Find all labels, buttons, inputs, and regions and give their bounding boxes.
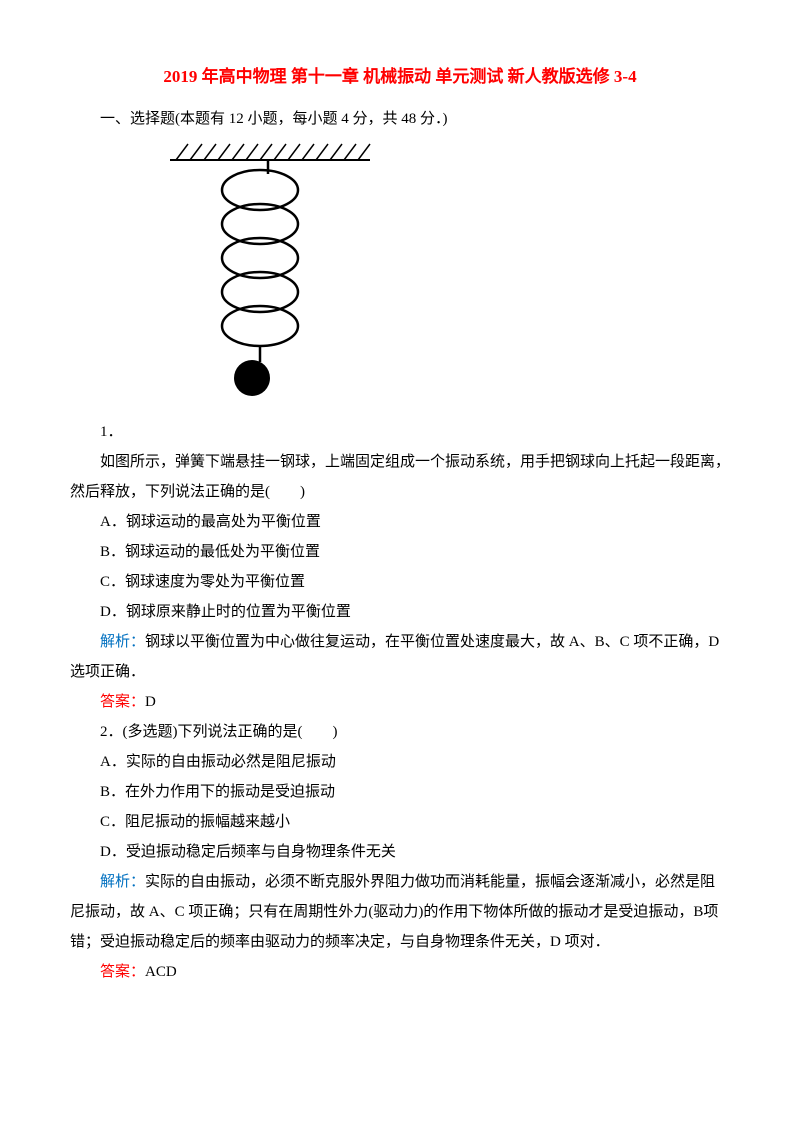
page: 2019 年高中物理 第十一章 机械振动 单元测试 新人教版选修 3-4 一、选… — [0, 0, 800, 1027]
answer-label: 答案： — [100, 964, 145, 980]
q1-number: 1． — [70, 417, 730, 447]
q2-analysis: 解析：实际的自由振动，必须不断克服外界阻力做功而消耗能量，振幅会逐渐减小，必然是… — [70, 867, 730, 957]
analysis-label: 解析： — [100, 634, 145, 650]
analysis-label: 解析： — [100, 874, 145, 890]
q1-answer: 答案：D — [70, 687, 730, 717]
answer-label: 答案： — [100, 694, 145, 710]
q1-option-d: D．钢球原来静止时的位置为平衡位置 — [70, 597, 730, 627]
q1-option-b: B．钢球运动的最低处为平衡位置 — [70, 537, 730, 567]
q1-option-a: A．钢球运动的最高处为平衡位置 — [70, 507, 730, 537]
q1-analysis: 解析：钢球以平衡位置为中心做往复运动，在平衡位置处速度最大，故 A、B、C 项不… — [70, 627, 730, 687]
q2-answer: 答案：ACD — [70, 957, 730, 987]
q2-stem: 2．(多选题)下列说法正确的是( ) — [70, 717, 730, 747]
q2-option-d: D．受迫振动稳定后频率与自身物理条件无关 — [70, 837, 730, 867]
q2-answer-text: ACD — [145, 964, 177, 980]
q2-option-c: C．阻尼振动的振幅越来越小 — [70, 807, 730, 837]
spring-ball-svg — [160, 140, 380, 400]
q1-answer-text: D — [145, 694, 156, 710]
q1-option-c: C．钢球速度为零处为平衡位置 — [70, 567, 730, 597]
q1-analysis-text: 钢球以平衡位置为中心做往复运动，在平衡位置处速度最大，故 A、B、C 项不正确，… — [70, 634, 719, 680]
q2-option-a: A．实际的自由振动必然是阻尼振动 — [70, 747, 730, 777]
q2-option-b: B．在外力作用下的振动是受迫振动 — [70, 777, 730, 807]
q1-stem: 如图所示，弹簧下端悬挂一钢球，上端固定组成一个振动系统，用手把钢球向上托起一段距… — [70, 447, 730, 507]
q2-analysis-text: 实际的自由振动，必须不断克服外界阻力做功而消耗能量，振幅会逐渐减小，必然是阻尼振… — [70, 874, 718, 950]
section-heading: 一、选择题(本题有 12 小题，每小题 4 分，共 48 分．) — [70, 104, 730, 134]
doc-title: 2019 年高中物理 第十一章 机械振动 单元测试 新人教版选修 3-4 — [70, 60, 730, 94]
spring-ball-figure — [160, 140, 730, 411]
